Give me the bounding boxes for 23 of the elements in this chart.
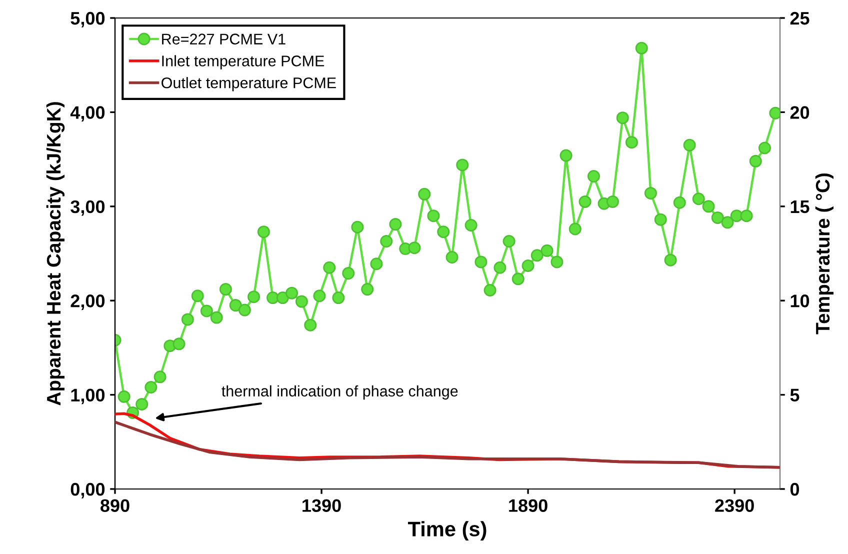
y2-tick-label: 0: [790, 482, 800, 496]
y2-tick-label: 20: [790, 106, 810, 119]
y2-tick-label: 10: [790, 294, 810, 308]
legend-label: Inlet temperature PCME: [162, 55, 324, 70]
y2-tick-label: 25: [790, 12, 810, 25]
x-tick-label: 1890: [509, 499, 548, 512]
y2-tick-label: 15: [790, 200, 810, 214]
x-tick-label: 1390: [302, 499, 341, 512]
y-tick-label: 2,00: [70, 294, 105, 310]
y-tick-label: 0,00: [70, 482, 105, 498]
x-tick-label: 2390: [715, 499, 754, 512]
y-axis-title: Apparent Heat Capacity (kJ/KgK): [46, 102, 65, 406]
y-tick-label: 5,00: [70, 12, 105, 28]
y2-axis-title: Temperature ( °C): [815, 174, 834, 334]
y2-tick-label: 5: [790, 388, 800, 402]
annotation: thermal indication of phase change: [222, 385, 458, 400]
legend-label: Re=227 PCME V1: [162, 34, 286, 44]
x-axis-title: Time (s): [408, 521, 486, 541]
x-tick-label: 890: [100, 499, 130, 512]
legend-label: Outlet temperature PCME: [162, 77, 336, 92]
y-tick-label: 1,00: [71, 388, 105, 404]
y-tick-label: 3,00: [70, 200, 105, 216]
y-tick-label: 4,00: [70, 106, 105, 122]
